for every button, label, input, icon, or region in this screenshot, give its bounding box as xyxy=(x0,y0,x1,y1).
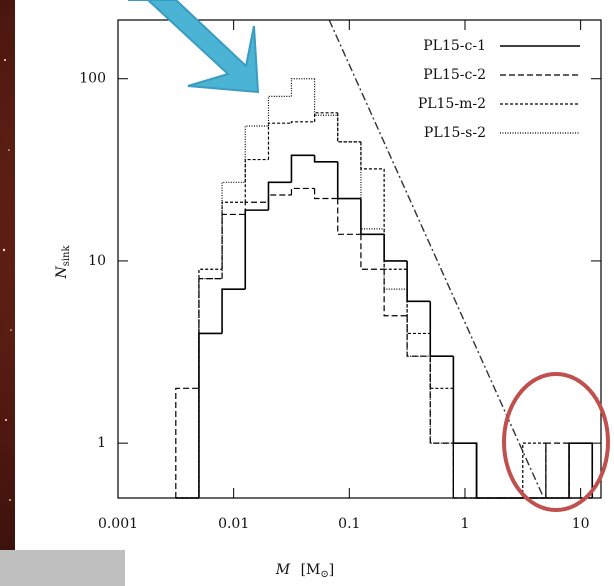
x-tick-label: 10 xyxy=(572,516,590,532)
legend-label: PL15-m-2 xyxy=(418,96,486,112)
histogram-step xyxy=(198,268,223,498)
legend-label: PL15-c-1 xyxy=(423,38,486,54)
y-axis-label: Nsink xyxy=(54,245,72,280)
histogram-step xyxy=(360,234,385,270)
x-label-unit: [M xyxy=(301,562,321,578)
stars xyxy=(2,59,12,501)
plot-frame xyxy=(117,19,602,499)
x-axis-label: M [M⊙] xyxy=(275,562,334,580)
chart-panel xyxy=(15,0,614,586)
histogram-step xyxy=(383,228,408,290)
x-tick-label: 0.001 xyxy=(98,516,138,532)
histogram-step xyxy=(313,155,338,163)
histogram-step xyxy=(406,269,431,335)
legend-label: PL15-s-2 xyxy=(424,125,486,141)
histogram-step xyxy=(221,201,246,270)
histogram-step xyxy=(267,194,292,203)
highlight-circle xyxy=(502,372,610,512)
histogram-step xyxy=(337,198,361,235)
y-label-sub: sink xyxy=(61,245,72,267)
x-tick-label: 0.01 xyxy=(218,516,249,532)
y-label-symbol: N xyxy=(54,266,70,280)
histogram-step xyxy=(290,121,315,124)
histogram-step xyxy=(290,187,315,196)
histogram-step xyxy=(314,188,338,200)
legend-label: PL15-c-2 xyxy=(423,67,486,83)
y-tick-label: 100 xyxy=(79,71,106,87)
histogram-step xyxy=(360,141,385,170)
histogram-step xyxy=(336,161,361,200)
histogram-step xyxy=(429,356,454,498)
caption-box xyxy=(0,550,125,586)
x-label-unit-close: ] xyxy=(329,562,334,578)
y-tick-label: 1 xyxy=(97,435,106,451)
pointer-arrow xyxy=(128,0,260,94)
histogram-step xyxy=(221,288,246,334)
histogram-step xyxy=(383,269,408,317)
x-label-unit-sub: ⊙ xyxy=(320,569,328,580)
x-label-symbol: M xyxy=(275,562,291,578)
x-tick-label: 1 xyxy=(461,516,470,532)
histogram-step xyxy=(290,154,315,183)
histogram-step xyxy=(290,78,315,97)
histogram-step xyxy=(198,277,223,498)
histogram-step xyxy=(175,387,199,498)
plot: 0.001 0.01 0.1 1 10 1 10 100 PL15-c-1 PL15-c-2 PL1… xyxy=(79,19,602,532)
x-tick-label: 0.1 xyxy=(338,516,360,532)
y-tick-label: 10 xyxy=(88,253,106,269)
